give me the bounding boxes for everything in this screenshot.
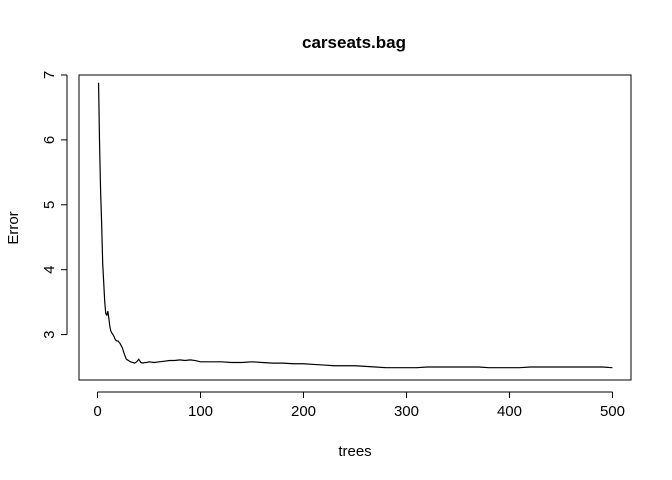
x-tick-label: 300 [394,403,419,420]
x-tick-label: 500 [600,403,625,420]
chart-title: carseats.bag [302,33,406,52]
x-tick-label: 200 [291,403,316,420]
x-tick-label: 100 [188,403,213,420]
y-tick-label: 6 [41,136,58,144]
y-tick-label: 5 [41,201,58,209]
error-line [97,82,613,369]
y-tick-label: 4 [41,266,58,274]
x-axis: 0 100 200 300 400 500 [93,391,625,420]
y-axis-label: Error [5,211,22,244]
x-tick-label: 400 [497,403,522,420]
plot-frame [78,74,632,381]
x-tick-label: 0 [93,403,101,420]
y-tick-label: 7 [41,71,58,79]
y-axis: 3 4 5 6 7 [41,71,68,339]
x-axis-label: trees [338,443,371,460]
y-tick-label: 3 [41,330,58,338]
